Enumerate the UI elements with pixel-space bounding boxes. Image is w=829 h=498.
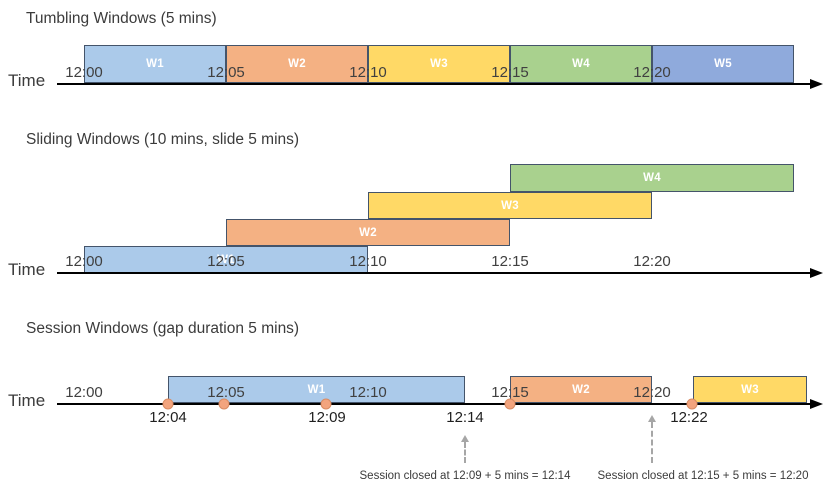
time-tick-label: 12:10 xyxy=(349,253,387,270)
time-axis-arrow-icon xyxy=(810,399,823,409)
session-close-annotation: Session closed at 12:15 + 5 mins = 12:20 xyxy=(597,470,809,482)
event-time-label: 12:09 xyxy=(308,409,346,426)
time-axis-line xyxy=(57,403,810,405)
time-tick-label: 12:00 xyxy=(65,64,103,81)
window-label: W1 xyxy=(217,253,235,266)
window-label: W3 xyxy=(430,58,448,70)
window-label: W2 xyxy=(359,226,377,239)
window-label: W1 xyxy=(146,58,164,70)
event-marker-dot xyxy=(504,398,516,410)
time-axis-label-tumbling: Time xyxy=(8,71,46,90)
time-tick-label: 12:00 xyxy=(65,384,103,401)
arrow-head-icon xyxy=(461,435,469,442)
event-marker-dot xyxy=(320,398,332,410)
time-tick-label: 12:05 xyxy=(207,384,245,401)
event-marker-dot xyxy=(218,398,230,410)
time-tick-label: 12:10 xyxy=(349,384,387,401)
section-title-tumbling: Tumbling Windows (5 mins) xyxy=(26,10,217,27)
window-label: W1 xyxy=(307,383,326,396)
time-axis-label-session: Time xyxy=(8,391,46,410)
window-label: W4 xyxy=(572,58,590,70)
time-tick-label: 12:15 xyxy=(491,64,529,81)
arrow-shaft xyxy=(464,442,466,463)
event-marker-dot xyxy=(686,398,698,410)
arrow-head-icon xyxy=(648,415,656,422)
time-tick-label: 12:05 xyxy=(207,253,245,270)
time-axis-arrow-icon xyxy=(810,79,823,89)
session-close-annotation: Session closed at 12:09 + 5 mins = 12:14 xyxy=(359,470,571,482)
tumbling-window-w2: W2 xyxy=(226,45,368,83)
window-label: W3 xyxy=(501,199,519,212)
event-time-label: 12:22 xyxy=(670,409,708,426)
section-title-session: Session Windows (gap duration 5 mins) xyxy=(26,320,300,337)
window-label: W2 xyxy=(572,383,590,396)
session-window-w3: W3 xyxy=(693,376,807,403)
session-close-arrow-icon xyxy=(461,435,469,463)
event-time-label: 12:04 xyxy=(149,409,187,426)
time-tick-label: 12:20 xyxy=(633,253,671,270)
time-tick-label: 12:15 xyxy=(491,384,529,401)
window-label: W3 xyxy=(741,383,759,396)
arrow-shaft xyxy=(651,422,653,463)
time-axis-line xyxy=(57,83,810,85)
event-time-label: 12:14 xyxy=(446,409,484,426)
window-label: W5 xyxy=(714,58,732,70)
sliding-window-w4: W4 xyxy=(510,164,794,192)
session-window-w2: W2 xyxy=(510,376,652,403)
session-window-w1: W1 xyxy=(168,376,465,403)
event-marker-dot xyxy=(162,398,174,410)
tumbling-window-w5: W5 xyxy=(652,45,794,83)
time-tick-label: 12:00 xyxy=(65,253,103,270)
section-title-sliding: Sliding Windows (10 mins, slide 5 mins) xyxy=(26,131,300,148)
session-close-arrow-icon xyxy=(648,415,656,463)
tumbling-window-w1: W1 xyxy=(84,45,226,83)
tumbling-window-w4: W4 xyxy=(510,45,652,83)
time-axis-arrow-icon xyxy=(810,268,823,278)
time-tick-label: 12:20 xyxy=(633,384,671,401)
sliding-window-w3: W3 xyxy=(368,192,652,219)
time-tick-label: 12:10 xyxy=(349,64,387,81)
time-tick-label: 12:20 xyxy=(633,64,671,81)
window-label: W2 xyxy=(288,58,306,70)
time-tick-label: 12:05 xyxy=(207,64,245,81)
tumbling-window-w3: W3 xyxy=(368,45,510,83)
window-label: W4 xyxy=(643,172,661,184)
time-axis-line xyxy=(57,272,810,274)
sliding-window-w2: W2 xyxy=(226,219,510,246)
time-tick-label: 12:15 xyxy=(491,253,529,270)
time-axis-label-sliding: Time xyxy=(8,260,46,279)
sliding-window-w1: W1 xyxy=(84,246,368,273)
